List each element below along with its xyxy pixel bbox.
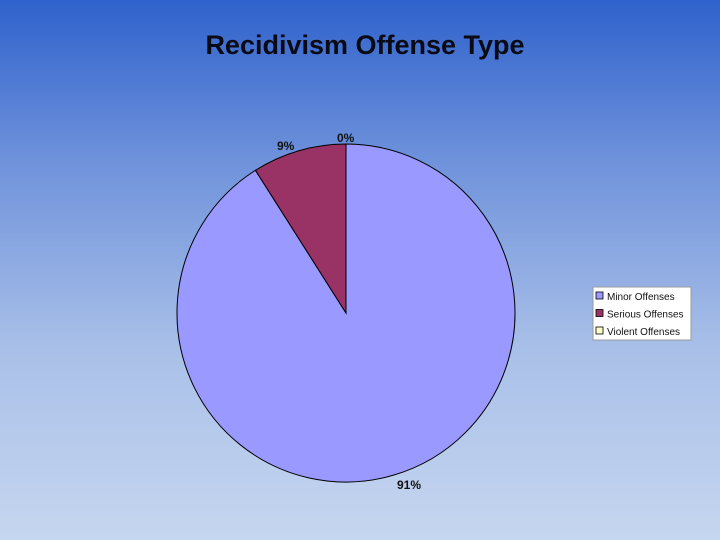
pie-slice-serious-offenses [254, 143, 347, 315]
legend-box [592, 286, 692, 341]
pie-slices [176, 143, 516, 483]
legend-label-serious-offenses: Serious Offenses [607, 310, 684, 321]
legend: Minor Offenses Serious Offenses Violent Of… [592, 286, 692, 341]
legend-label-violent-offenses: Violent Offenses [607, 327, 680, 338]
chart-title: Recidivism Offense Type [205, 30, 525, 60]
data-labels: 91% 9% 0% [277, 131, 421, 492]
legend-swatch-serious-offenses [595, 309, 604, 317]
data-label-serious-offenses: 9% [277, 139, 295, 153]
pie-slice-minor-offenses [176, 143, 516, 483]
legend-swatch-violent-offenses [595, 326, 604, 335]
data-label-minor-offenses: 91% [397, 478, 421, 492]
data-label-violent-offenses: 0% [337, 131, 355, 145]
legend-label-minor-offenses: Minor Offenses [607, 292, 675, 303]
legend-swatch-minor-offenses [595, 291, 604, 300]
